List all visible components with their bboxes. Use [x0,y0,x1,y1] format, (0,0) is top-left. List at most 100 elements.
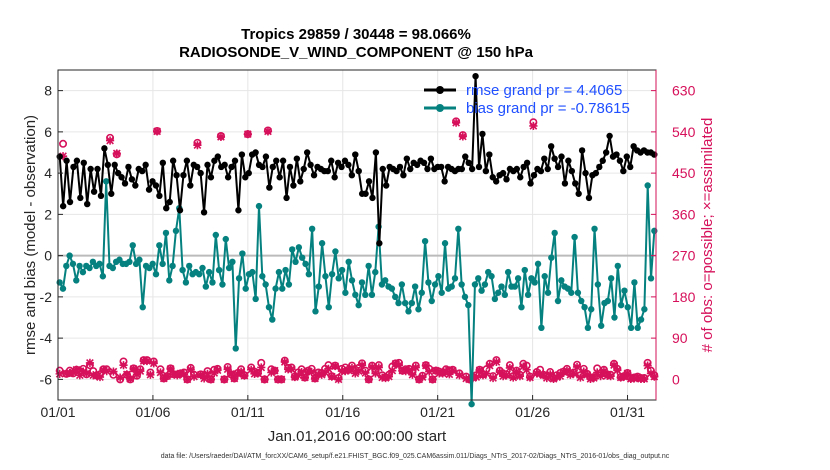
rmse-point [293,155,301,162]
bias-point [212,231,220,239]
rmse-point [479,130,486,138]
bias-point [411,283,419,290]
bias-point [322,273,329,280]
rmse-point [554,163,562,171]
bias-point [475,275,482,282]
x-tick-label: 01/31 [610,404,645,420]
rmse-point [352,151,359,158]
bias-point [478,287,485,294]
rmse-point [427,155,435,162]
x-tick-label: 01/26 [515,404,550,420]
assimilated-obs-point [368,362,377,372]
rmse-point [166,198,173,206]
bias-point [179,266,186,274]
bias-point [358,279,366,286]
bias-point [69,260,77,268]
assimilated-obs-point [277,375,286,384]
rmse-point [420,159,428,167]
bias-point [398,281,406,288]
assimilated-obs-point [287,365,296,374]
bias-point [541,273,548,280]
rmse-point [372,149,380,156]
rmse-point [84,200,91,208]
bias-point [401,299,409,307]
assimilated-obs-point [485,361,494,370]
assimilated-obs-point [129,364,138,373]
assimilated-obs-point [99,366,108,375]
assimilated-obs-point [280,357,289,367]
rmse-point [407,165,414,173]
bias-point [182,279,190,286]
assimilated-obs-point [401,367,410,376]
bias-point [298,254,306,261]
rmse-point [183,157,191,164]
assimilated-obs-point [146,370,155,379]
rmse-point [475,163,483,171]
bias-point [308,225,316,233]
rmse-point [572,180,579,187]
bias-point [126,258,133,266]
bias-point [63,262,70,270]
rmse-point [472,72,479,80]
bias-point [621,287,628,294]
bias-point [471,281,479,288]
bias-point [558,277,565,284]
y-right-tick-label: 180 [672,289,696,305]
bias-point [617,301,625,309]
assimilated-obs-point [247,365,256,374]
bias-point [362,291,369,299]
assimilated-obs-point [475,366,484,375]
bias-point [149,260,156,268]
assimilated-obs-point [425,367,434,376]
rmse-point [465,159,472,167]
bias-point [524,291,532,299]
rmse-point [238,151,246,158]
bias-point [531,279,538,286]
assimilated-obs-point [270,366,279,375]
rmse-point [462,153,469,160]
bias-point [631,279,638,286]
bias-point [644,182,651,189]
bias-point [318,240,326,247]
rmse-point [228,163,235,171]
assimilated-obs-point [347,363,357,373]
assimilated-obs-point [109,367,118,376]
bias-point [102,178,110,185]
bias-point [73,277,80,284]
rmse-point [310,171,318,179]
assimilated-obs-point [374,363,383,372]
assimilated-obs-point [307,367,316,377]
bias-point [597,322,605,329]
assimilated-obs-point [371,369,380,378]
bias-point [332,248,339,255]
bias-point [199,264,206,272]
bias-point [511,283,519,290]
assimilated-obs-point [452,118,461,127]
bias-point [372,268,379,276]
bias-point [498,283,505,290]
assimilated-obs-point [569,369,578,378]
bias-point [584,324,592,332]
rmse-point [73,157,81,164]
bias-point [607,275,615,282]
assimilated-obs-point [179,370,189,379]
bias-point [651,227,658,235]
bias-point [79,268,87,276]
bias-point [574,289,582,296]
rmse-point [568,167,575,175]
rmse-point [513,165,521,173]
rmse-point [221,161,228,169]
assimilated-obs-point [236,367,246,376]
assimilated-obs-point [408,370,417,379]
rmse-point [383,182,390,189]
rmse-point [245,169,252,177]
rmse-point [94,165,101,173]
assimilated-obs-point [257,363,266,372]
assimilated-obs-point [196,370,205,379]
assimilated-obs-point [253,369,262,378]
bias-point [239,250,246,257]
bias-series [56,178,658,408]
assimilated-obs-point [549,374,558,384]
bias-point [225,264,233,272]
rmse-point [163,204,170,212]
